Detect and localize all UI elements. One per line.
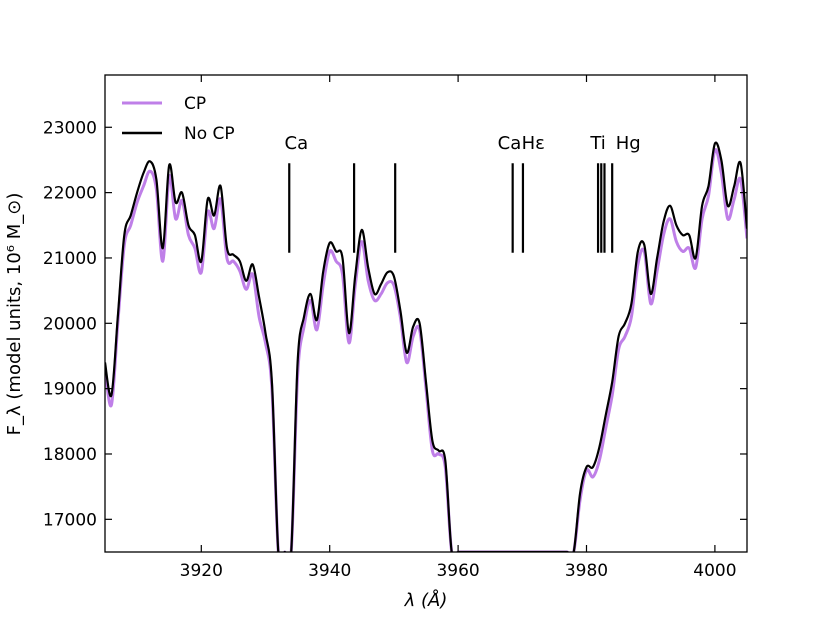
x-tick-label-3920: 3920 bbox=[180, 561, 223, 581]
y-tick-label-23000: 23000 bbox=[43, 118, 97, 138]
x-tick-label-3980: 3980 bbox=[565, 561, 608, 581]
y-tick-label-22000: 22000 bbox=[43, 184, 97, 204]
series-layer bbox=[105, 141, 747, 552]
y-axis-label-group: F_λ (model units, 10⁶ M_⊙) bbox=[4, 193, 25, 436]
line-marker-label-5: Ti bbox=[589, 133, 605, 154]
legend: CP No CP bbox=[122, 94, 235, 144]
plot-frame bbox=[104, 74, 748, 553]
series-line-no-cp bbox=[105, 141, 747, 552]
series-line-cp bbox=[105, 148, 747, 552]
legend-label-cp: CP bbox=[184, 94, 206, 114]
line-marker-layer: Ca Ca Hε Ti Hg bbox=[285, 133, 641, 253]
x-tick-label-4000: 4000 bbox=[693, 561, 736, 581]
y-tick-label-19000: 19000 bbox=[43, 380, 97, 400]
y-tick-label-17000: 17000 bbox=[43, 510, 97, 530]
line-marker-label-0: Ca bbox=[285, 133, 309, 154]
y-axis: 17000 18000 19000 20000 21000 22000 23000 bbox=[43, 118, 747, 530]
x-tick-label-3940: 3940 bbox=[308, 561, 351, 581]
x-axis-label: λ (Å) bbox=[404, 589, 448, 611]
x-tick-label-3960: 3960 bbox=[436, 561, 479, 581]
x-axis: 3920 3940 3960 3980 4000 bbox=[180, 75, 737, 581]
y-axis-label: F_λ (model units, 10⁶ M_⊙) bbox=[4, 193, 25, 436]
legend-label-nocp: No CP bbox=[184, 124, 235, 144]
y-tick-label-20000: 20000 bbox=[43, 314, 97, 334]
y-tick-label-18000: 18000 bbox=[43, 445, 97, 465]
line-marker-label-8: Hg bbox=[616, 133, 641, 154]
line-marker-label-3: Ca bbox=[498, 133, 522, 154]
y-tick-label-21000: 21000 bbox=[43, 249, 97, 269]
line-marker-label-4: Hε bbox=[522, 133, 545, 154]
